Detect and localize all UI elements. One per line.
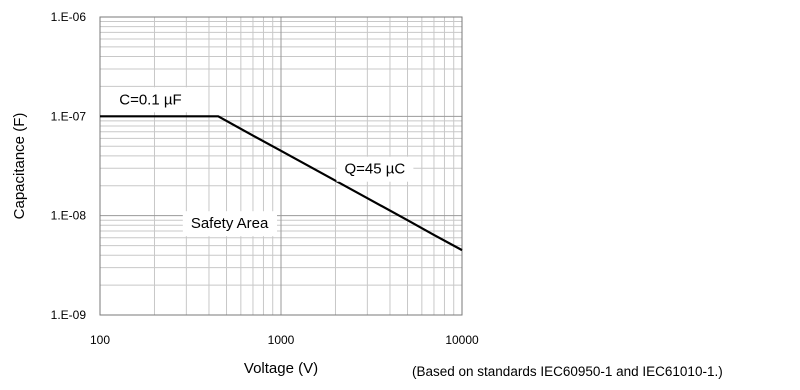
annotation-label: Q=45 µC (344, 161, 405, 178)
x-tick-label: 1000 (268, 333, 295, 347)
x-tick-label: 100 (90, 333, 110, 347)
annotations: C=0.1 µF Q=45 µC Safety Area (111, 87, 414, 237)
series-line (100, 115, 463, 252)
annotation-bg (336, 156, 414, 182)
y-tick-label: 1.E-09 (51, 308, 87, 322)
annotation-label: Safety Area (191, 215, 269, 232)
series-layer (100, 115, 463, 252)
annotation-label: C=0.1 µF (119, 91, 181, 108)
footnote: (Based on standards IEC60950-1 and IEC61… (412, 364, 723, 379)
annotation-bg (111, 87, 190, 113)
plot-frame (99, 16, 463, 316)
y-tick-labels: 1.E-06 1.E-07 1.E-08 1.E-09 (51, 10, 87, 322)
annotation-bg (182, 211, 278, 237)
x-tick-labels: 100 1000 10000 (90, 333, 479, 347)
x-tick-label: 10000 (445, 333, 479, 347)
y-tick-label: 1.E-06 (51, 10, 87, 24)
x-axis-title: Voltage (V) (244, 360, 318, 377)
y-axis-title: Capacitance (F) (11, 113, 28, 220)
y-tick-label: 1.E-08 (51, 209, 87, 223)
y-tick-label: 1.E-07 (51, 109, 87, 123)
